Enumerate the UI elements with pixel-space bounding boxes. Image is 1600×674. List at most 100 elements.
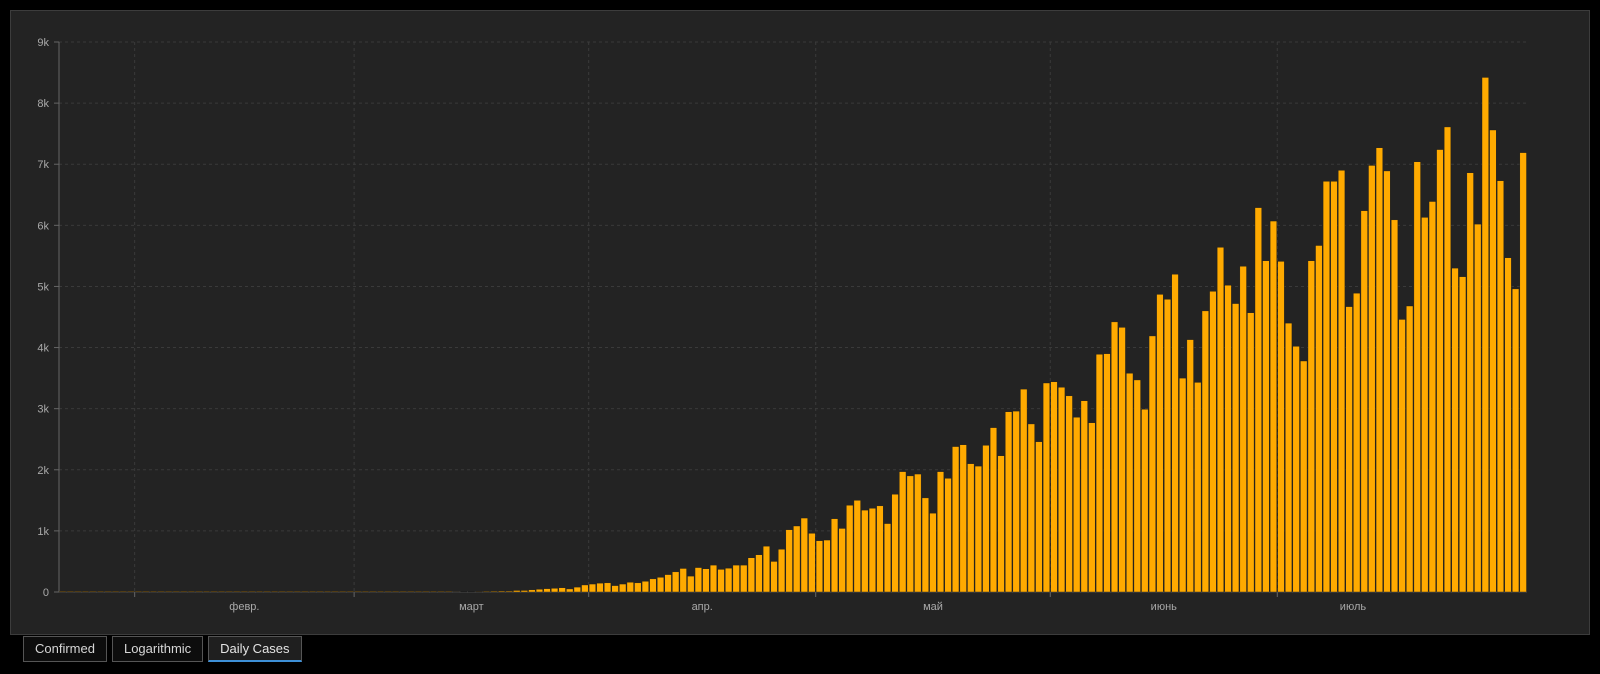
bar [997,455,1005,593]
bar [884,523,892,593]
bar [1012,410,1020,593]
bar [634,582,642,593]
bar [293,591,301,593]
bar [233,591,241,593]
bar [914,473,922,593]
bar [868,508,876,593]
bar [1512,288,1520,593]
bar [255,591,264,593]
y-tick-label: 7k [37,159,49,171]
bar [747,557,755,593]
bar [1194,382,1202,593]
bar [672,571,680,593]
bar [384,591,392,593]
bar [1300,360,1308,593]
bar [1496,180,1504,593]
bar [793,525,801,593]
bar [1451,267,1459,593]
bar [1481,77,1489,593]
bar [596,582,604,593]
bar [1345,306,1353,593]
bar [66,591,74,593]
bar [59,591,67,593]
bar [1035,441,1043,593]
x-tick-label: февр. [229,601,259,613]
bar [921,497,929,593]
bar [1353,292,1361,593]
bar [853,500,861,593]
bar [271,591,279,593]
x-tick-label: март [459,601,484,613]
bar [626,582,634,593]
bar [1224,285,1232,593]
bar [936,471,945,593]
bar [1065,395,1073,593]
bar [1171,274,1179,593]
tab-daily-cases[interactable]: Daily Cases [208,636,302,662]
bar [1474,223,1482,593]
bar [195,591,203,593]
bar [1368,165,1376,593]
bar [1330,181,1338,593]
bar [1413,161,1421,593]
bar [399,591,407,593]
bar [225,591,233,593]
bar [619,583,627,593]
bar [1292,346,1300,593]
bar [725,567,733,593]
bar [1428,201,1436,593]
bar [1020,388,1028,593]
x-tick-label: май [923,601,943,613]
bar [180,591,188,593]
bar [520,590,528,593]
tab-confirmed[interactable]: Confirmed [23,636,107,662]
bar [551,588,559,593]
tab-logarithmic[interactable]: Logarithmic [111,636,204,662]
bar [1307,260,1315,593]
bar [354,591,362,593]
bar [899,471,907,593]
bar [392,591,400,593]
bar [1269,220,1277,593]
bar [1315,245,1323,593]
bar [361,591,369,593]
y-tick-label: 0 [43,587,49,599]
bar [1118,327,1126,593]
bar [1156,294,1164,593]
bar [770,561,778,593]
bar [823,539,831,593]
bar [1489,129,1497,593]
bar [1436,149,1444,593]
bar [1443,126,1452,593]
bar [150,591,158,593]
bar [808,533,816,593]
bar [263,591,271,593]
bar [1201,310,1209,593]
y-tick-label: 2k [37,465,49,477]
bar [1141,409,1149,593]
bar [566,588,574,593]
bar [581,584,589,593]
x-tick-label: июль [1340,601,1367,613]
bar [97,591,105,593]
bar [1103,353,1111,593]
bar [535,589,543,593]
bar [278,591,286,593]
bar [778,549,786,593]
bar [248,591,256,593]
bar [611,585,619,593]
bar [740,564,748,593]
bar [846,505,854,593]
bar [755,554,763,593]
y-tick-label: 6k [37,220,49,232]
bar [104,591,112,593]
bar [1390,219,1399,593]
y-tick-label: 1k [37,526,49,538]
bar [1088,422,1096,593]
bar [513,590,521,593]
bar [369,591,377,593]
bar [407,591,415,593]
bar [656,577,665,593]
chart-panel: 0 1k 2k 3k 4k 5k 6k 7k 8k 9k февр. март апр. май июнь и… [10,10,1590,635]
bar [482,591,491,593]
